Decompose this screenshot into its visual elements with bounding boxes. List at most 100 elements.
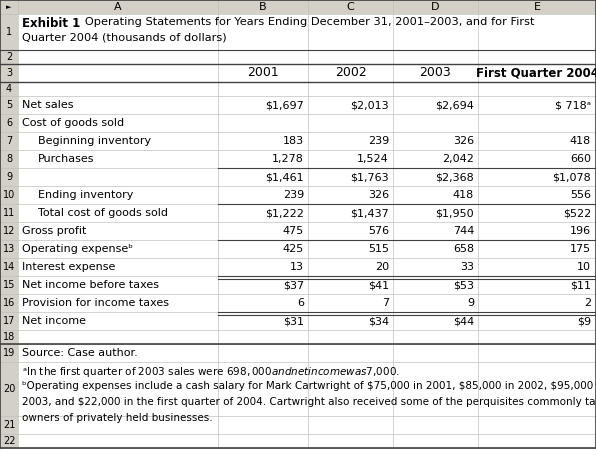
Text: Net income before taxes: Net income before taxes	[22, 280, 159, 290]
Text: Source: Case author.: Source: Case author.	[22, 348, 138, 358]
Text: 326: 326	[453, 136, 474, 146]
Text: 13: 13	[290, 262, 304, 272]
Text: 20: 20	[375, 262, 389, 272]
Text: $53: $53	[453, 280, 474, 290]
Text: 10: 10	[577, 262, 591, 272]
Text: 20: 20	[3, 384, 15, 394]
Text: 8: 8	[6, 154, 12, 164]
Text: 658: 658	[453, 244, 474, 254]
Text: A: A	[114, 2, 122, 12]
Text: ᵃIn the first quarter of 2003 sales were $698,000 and net income was $7,000.: ᵃIn the first quarter of 2003 sales were…	[22, 365, 400, 379]
Text: 21: 21	[3, 420, 15, 430]
Text: Net sales: Net sales	[22, 100, 73, 110]
Text: 660: 660	[570, 154, 591, 164]
Text: 475: 475	[283, 226, 304, 236]
Text: 744: 744	[452, 226, 474, 236]
Text: Beginning inventory: Beginning inventory	[38, 136, 151, 146]
Text: 18: 18	[3, 332, 15, 342]
Text: Quarter 2004 (thousands of dollars): Quarter 2004 (thousands of dollars)	[22, 33, 226, 43]
Text: Provision for income taxes: Provision for income taxes	[22, 298, 169, 308]
Text: $37: $37	[283, 280, 304, 290]
Text: $1,763: $1,763	[350, 172, 389, 182]
Text: $31: $31	[283, 316, 304, 326]
Text: 515: 515	[368, 244, 389, 254]
Text: 7: 7	[6, 136, 12, 146]
Text: 33: 33	[460, 262, 474, 272]
Text: E: E	[533, 2, 541, 12]
Text: C: C	[347, 2, 355, 12]
Text: 418: 418	[570, 136, 591, 146]
Text: 1,524: 1,524	[357, 154, 389, 164]
Text: owners of privately held businesses.: owners of privately held businesses.	[22, 413, 213, 423]
Text: $44: $44	[453, 316, 474, 326]
Text: 5: 5	[6, 100, 12, 110]
Text: 2: 2	[6, 52, 12, 62]
Bar	[0, 0, 596, 14]
Text: 16: 16	[3, 298, 15, 308]
Text: 425: 425	[283, 244, 304, 254]
Text: 326: 326	[368, 190, 389, 200]
Text: 2003: 2003	[420, 67, 451, 79]
Text: 576: 576	[368, 226, 389, 236]
Text: 13: 13	[3, 244, 15, 254]
Text: 239: 239	[368, 136, 389, 146]
Text: Operating expenseᵇ: Operating expenseᵇ	[22, 244, 133, 254]
Text: $1,461: $1,461	[265, 172, 304, 182]
Text: 9: 9	[6, 172, 12, 182]
Text: 6: 6	[297, 298, 304, 308]
Text: $ 718ᵃ: $ 718ᵃ	[555, 100, 591, 110]
Text: 2: 2	[584, 298, 591, 308]
Text: 6: 6	[6, 118, 12, 128]
Text: 19: 19	[3, 348, 15, 358]
Text: 10: 10	[3, 190, 15, 200]
Text: 2001: 2001	[247, 67, 279, 79]
Text: 14: 14	[3, 262, 15, 272]
Text: Purchases: Purchases	[38, 154, 95, 164]
Text: 3: 3	[6, 68, 12, 78]
Text: 4: 4	[6, 84, 12, 94]
Text: 556: 556	[570, 190, 591, 200]
Text: 7: 7	[382, 298, 389, 308]
Text: 196: 196	[570, 226, 591, 236]
Text: Interest expense: Interest expense	[22, 262, 116, 272]
Text: Gross profit: Gross profit	[22, 226, 86, 236]
Text: ►: ►	[7, 4, 12, 10]
Text: 1: 1	[6, 27, 12, 37]
Text: 2,042: 2,042	[442, 154, 474, 164]
Text: $1,697: $1,697	[265, 100, 304, 110]
Text: 175: 175	[570, 244, 591, 254]
Text: $41: $41	[368, 280, 389, 290]
Text: 2003, and $22,000 in the first quarter of 2004. Cartwright also received some of: 2003, and $22,000 in the first quarter o…	[22, 397, 596, 407]
Text: 418: 418	[453, 190, 474, 200]
Text: 2002: 2002	[334, 67, 367, 79]
Text: $1,950: $1,950	[435, 208, 474, 218]
Text: $1,078: $1,078	[552, 172, 591, 182]
Text: $1,437: $1,437	[350, 208, 389, 218]
Text: 22: 22	[3, 436, 15, 446]
Text: 239: 239	[283, 190, 304, 200]
Text: $9: $9	[577, 316, 591, 326]
Text: 9: 9	[467, 298, 474, 308]
Text: 12: 12	[3, 226, 15, 236]
Text: Net income: Net income	[22, 316, 86, 326]
Text: 1,278: 1,278	[272, 154, 304, 164]
Text: Ending inventory: Ending inventory	[38, 190, 134, 200]
Text: Exhibit 1: Exhibit 1	[22, 17, 80, 30]
Bar	[0, 14, 18, 448]
Text: $2,368: $2,368	[435, 172, 474, 182]
Text: D: D	[432, 2, 440, 12]
Text: 17: 17	[3, 316, 15, 326]
Text: $34: $34	[368, 316, 389, 326]
Text: 183: 183	[283, 136, 304, 146]
Text: Total cost of goods sold: Total cost of goods sold	[38, 208, 168, 218]
Text: 11: 11	[3, 208, 15, 218]
Text: $1,222: $1,222	[265, 208, 304, 218]
Text: Operating Statements for Years Ending December 31, 2001–2003, and for First: Operating Statements for Years Ending De…	[74, 17, 535, 27]
Text: 15: 15	[3, 280, 15, 290]
Text: $522: $522	[563, 208, 591, 218]
Text: B: B	[259, 2, 267, 12]
Text: ᵇOperating expenses include a cash salary for Mark Cartwright of $75,000 in 2001: ᵇOperating expenses include a cash salar…	[22, 381, 596, 391]
Text: Cost of goods sold: Cost of goods sold	[22, 118, 124, 128]
Text: First Quarter 2004: First Quarter 2004	[476, 67, 596, 79]
Text: $11: $11	[570, 280, 591, 290]
